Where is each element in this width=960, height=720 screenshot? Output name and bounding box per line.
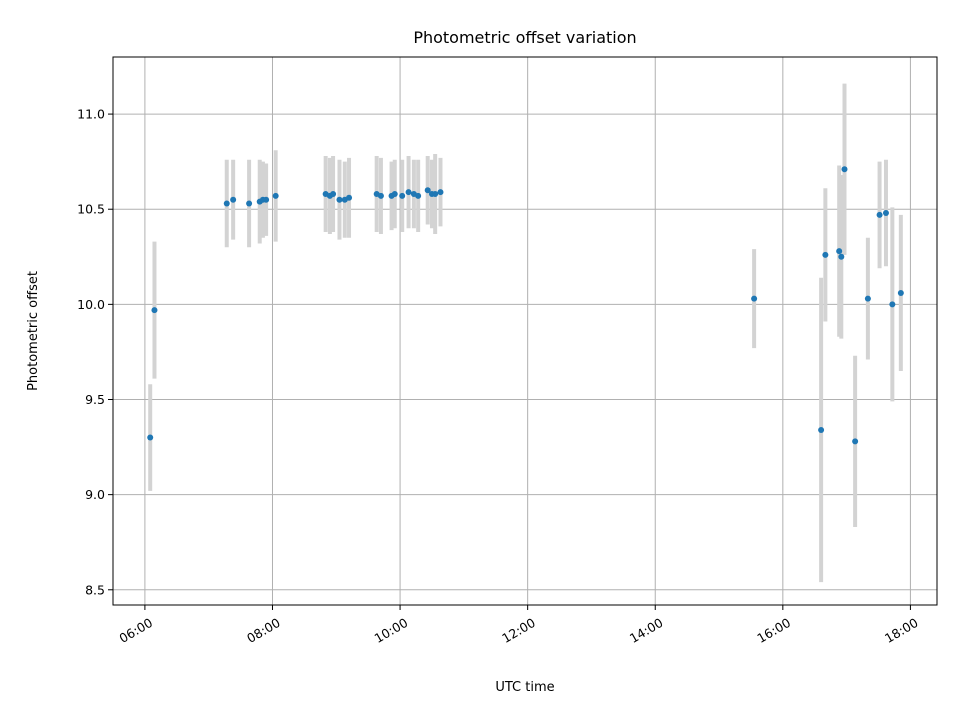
data-point	[223, 200, 230, 207]
data-point	[432, 191, 439, 197]
data-point	[272, 192, 279, 199]
y-tick-label: 8.5	[85, 582, 105, 597]
y-axis: 8.5 9.0 9.5 10.0 10.5 11.0	[77, 107, 113, 597]
data-point	[864, 295, 871, 302]
plot-frame	[112, 56, 938, 606]
data-point	[437, 189, 444, 196]
data-point	[751, 295, 758, 302]
x-axis-label: UTC time	[495, 680, 554, 695]
data-point	[346, 194, 353, 201]
chart-title: Photometric offset variation	[413, 28, 636, 47]
data-point	[263, 196, 270, 203]
data-point	[882, 210, 889, 217]
data-point	[330, 191, 337, 197]
x-tick-label: 14:00	[627, 615, 666, 646]
data-point	[399, 192, 406, 199]
data-point	[876, 211, 883, 218]
data-point	[147, 434, 154, 441]
data-points	[147, 166, 904, 445]
data-point	[424, 187, 431, 194]
data-point	[246, 200, 253, 207]
error-bars	[148, 83, 903, 583]
y-tick-label: 10.0	[77, 297, 105, 312]
x-tick-label: 10:00	[372, 615, 411, 646]
x-tick-label: 16:00	[754, 615, 793, 646]
x-axis: 06:00 08:00 10:00 12:00 14:00 16:00 18:00	[116, 605, 921, 646]
y-tick-label: 11.0	[77, 107, 105, 122]
data-point	[151, 307, 158, 314]
x-tick-label: 08:00	[244, 615, 283, 646]
data-point	[897, 289, 904, 296]
x-tick-label: 18:00	[882, 615, 921, 646]
data-point	[889, 301, 896, 308]
data-point	[415, 192, 422, 199]
data-point	[336, 196, 343, 203]
data-point	[377, 192, 384, 199]
x-tick-label: 12:00	[499, 615, 538, 646]
y-tick-label: 9.5	[85, 392, 105, 407]
data-point	[391, 191, 398, 197]
data-point	[818, 426, 825, 433]
y-tick-label: 9.0	[85, 487, 105, 502]
data-point	[230, 196, 237, 203]
x-tick-label: 06:00	[116, 615, 155, 646]
data-point	[822, 251, 829, 258]
data-point	[405, 189, 412, 196]
y-tick-label: 10.5	[77, 202, 105, 217]
grid	[113, 57, 937, 605]
y-axis-label: Photometric offset	[26, 271, 41, 391]
data-point	[852, 438, 859, 445]
data-point	[841, 166, 848, 173]
data-point	[836, 248, 843, 255]
data-point	[838, 253, 845, 260]
